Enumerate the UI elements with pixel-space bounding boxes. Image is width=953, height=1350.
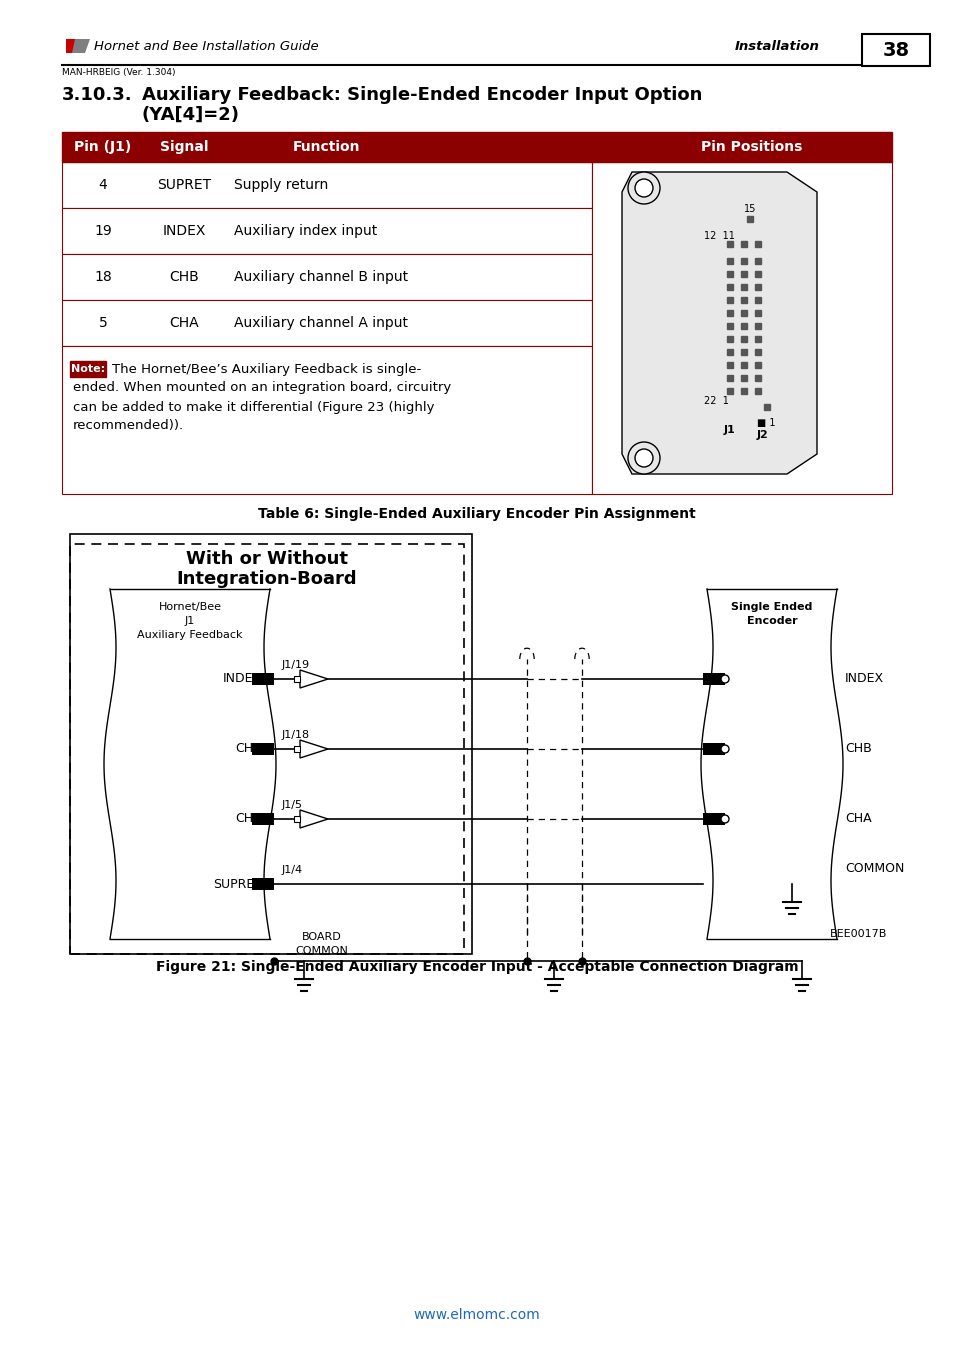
Text: CHA: CHA (844, 813, 871, 825)
Text: ended. When mounted on an integration board, circuitry: ended. When mounted on an integration bo… (73, 382, 451, 394)
Text: 5: 5 (98, 316, 108, 329)
Text: Auxiliary channel A input: Auxiliary channel A input (233, 316, 408, 329)
Text: ■ 1: ■ 1 (757, 418, 775, 428)
Text: COMMON: COMMON (295, 946, 348, 956)
Text: Auxiliary channel B input: Auxiliary channel B input (233, 270, 408, 284)
Text: INDEX: INDEX (223, 672, 262, 686)
Text: J1: J1 (723, 425, 735, 435)
Text: J1/4: J1/4 (282, 865, 303, 875)
Text: INDEX: INDEX (162, 224, 206, 238)
Bar (62, 346, 592, 494)
Text: CHA: CHA (169, 316, 198, 329)
Text: Auxiliary Feedback: Auxiliary Feedback (137, 630, 242, 640)
Text: J1: J1 (185, 616, 195, 626)
Text: Pin (J1): Pin (J1) (74, 140, 132, 154)
Text: INDEX: INDEX (844, 672, 883, 686)
Text: 3.10.3.: 3.10.3. (62, 86, 132, 104)
Text: COMMON: COMMON (844, 861, 903, 875)
Text: 19: 19 (94, 224, 112, 238)
Circle shape (720, 675, 728, 683)
Text: 18: 18 (94, 270, 112, 284)
Bar (702, 813, 724, 825)
Text: Table 6: Single-Ended Auxiliary Encoder Pin Assignment: Table 6: Single-Ended Auxiliary Encoder … (258, 508, 695, 521)
Text: Encoder: Encoder (746, 616, 797, 626)
Circle shape (720, 815, 728, 824)
Polygon shape (299, 740, 328, 757)
Text: SUPRET: SUPRET (213, 878, 262, 891)
Bar (62, 300, 592, 346)
Bar (62, 208, 592, 254)
Text: Installation: Installation (734, 39, 819, 53)
Bar (62, 132, 891, 162)
Bar (252, 674, 274, 684)
Text: BEE0017B: BEE0017B (829, 929, 886, 940)
Bar (294, 815, 299, 822)
Polygon shape (71, 39, 90, 53)
Text: Auxiliary Feedback: Single-Ended Encoder Input Option: Auxiliary Feedback: Single-Ended Encoder… (142, 86, 701, 104)
Text: Single Ended: Single Ended (731, 602, 812, 612)
Text: Signal: Signal (159, 140, 208, 154)
Text: With or Without: With or Without (186, 549, 348, 568)
Text: J1/18: J1/18 (282, 730, 310, 740)
Text: 38: 38 (882, 40, 908, 59)
Text: Pin Positions: Pin Positions (700, 140, 801, 154)
Text: recommended)).: recommended)). (73, 420, 184, 432)
Polygon shape (299, 810, 328, 828)
Text: 4: 4 (98, 178, 108, 192)
Text: can be added to make it differential (Figure 23 (highly: can be added to make it differential (Fi… (73, 401, 434, 413)
Text: Note:: Note: (71, 364, 105, 374)
Text: 12  11: 12 11 (703, 231, 734, 242)
Text: Auxiliary index input: Auxiliary index input (233, 224, 376, 238)
Text: J2: J2 (757, 431, 768, 440)
Bar (252, 813, 274, 825)
Circle shape (627, 171, 659, 204)
Bar (70, 544, 463, 954)
Bar (294, 747, 299, 752)
Bar (294, 676, 299, 682)
Text: SUPRET: SUPRET (157, 178, 211, 192)
Text: CHB: CHB (235, 743, 262, 756)
Bar (592, 162, 891, 494)
Polygon shape (621, 171, 816, 474)
Text: www.elmomc.com: www.elmomc.com (414, 1308, 539, 1322)
Text: CHB: CHB (169, 270, 198, 284)
Bar (252, 743, 274, 755)
Text: BOARD: BOARD (302, 931, 341, 942)
Text: Integration-Board: Integration-Board (176, 570, 357, 589)
Text: CHA: CHA (235, 813, 262, 825)
Bar (862, 34, 929, 66)
Polygon shape (299, 670, 328, 688)
Text: 22  1: 22 1 (703, 396, 728, 406)
Text: CHB: CHB (844, 743, 871, 756)
Bar (702, 743, 724, 755)
Bar (252, 878, 274, 890)
Text: Hornet/Bee: Hornet/Bee (158, 602, 221, 612)
Bar (70, 360, 106, 377)
Text: J1/19: J1/19 (282, 660, 310, 670)
Circle shape (635, 450, 652, 467)
Circle shape (635, 180, 652, 197)
Text: (YA[4]=2): (YA[4]=2) (142, 107, 240, 124)
Text: MAN-HRBEIG (Ver. 1.304): MAN-HRBEIG (Ver. 1.304) (62, 68, 175, 77)
Circle shape (627, 441, 659, 474)
Bar (62, 254, 592, 300)
Bar (702, 674, 724, 684)
Text: Function: Function (293, 140, 360, 154)
Text: J1/5: J1/5 (282, 801, 303, 810)
Bar (70, 535, 472, 954)
Text: Supply return: Supply return (233, 178, 328, 192)
Text: Hornet and Bee Installation Guide: Hornet and Bee Installation Guide (94, 39, 318, 53)
Circle shape (720, 745, 728, 753)
Text: The Hornet/Bee’s Auxiliary Feedback is single-: The Hornet/Bee’s Auxiliary Feedback is s… (112, 363, 421, 375)
Text: Figure 21: Single-Ended Auxiliary Encoder Input - Acceptable Connection Diagram: Figure 21: Single-Ended Auxiliary Encode… (155, 960, 798, 973)
Bar (62, 162, 592, 208)
Text: 15: 15 (743, 204, 756, 215)
Bar (66, 39, 79, 53)
